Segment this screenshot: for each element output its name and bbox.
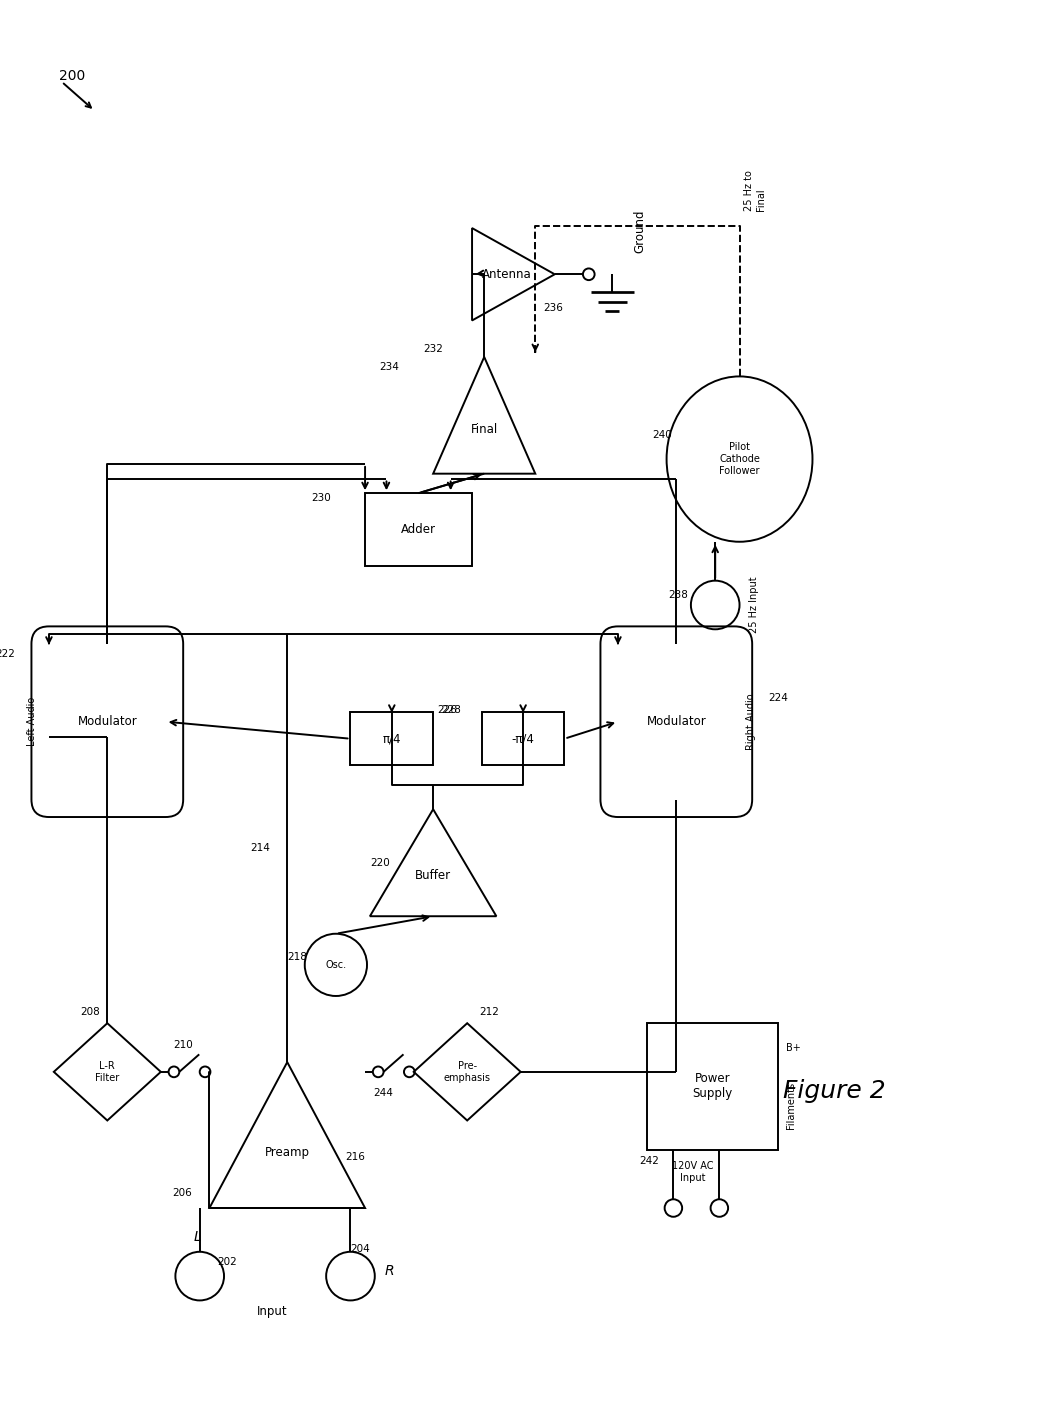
Text: 224: 224 [769, 694, 788, 704]
Text: 244: 244 [373, 1088, 393, 1098]
Text: 222: 222 [0, 648, 16, 658]
Text: 218: 218 [287, 953, 307, 963]
Text: 200: 200 [59, 68, 85, 82]
Text: 240: 240 [652, 429, 672, 439]
Text: Figure 2: Figure 2 [783, 1079, 886, 1103]
Text: Input: Input [257, 1305, 287, 1318]
Text: R: R [384, 1264, 394, 1278]
Text: Modulator: Modulator [78, 715, 137, 728]
Text: B+: B+ [787, 1042, 801, 1052]
Bar [351, 712, 433, 765]
Text: 25 Hz Input: 25 Hz Input [750, 577, 759, 633]
Text: Modulator: Modulator [647, 715, 707, 728]
Text: 232: 232 [423, 344, 443, 354]
Text: L-R
Filter: L-R Filter [95, 1061, 119, 1082]
Text: Adder: Adder [401, 523, 436, 536]
Text: Pre-
emphasis: Pre- emphasis [443, 1061, 491, 1082]
Text: Antenna: Antenna [482, 267, 532, 280]
Text: 204: 204 [351, 1244, 371, 1254]
Text: 25 Hz to
Final: 25 Hz to Final [744, 171, 766, 210]
Text: 214: 214 [251, 843, 271, 853]
Text: Osc.: Osc. [325, 960, 346, 970]
Text: Final: Final [471, 422, 498, 435]
Text: Ground: Ground [634, 209, 647, 253]
Text: Preamp: Preamp [264, 1146, 310, 1159]
Text: 238: 238 [669, 590, 689, 600]
Text: 202: 202 [217, 1257, 237, 1267]
Text: -π/4: -π/4 [512, 732, 535, 745]
Bar [482, 712, 564, 765]
Text: 220: 220 [370, 857, 390, 867]
Text: L: L [194, 1230, 201, 1244]
Text: 212: 212 [479, 1007, 499, 1017]
Text: Filaments: Filaments [787, 1082, 796, 1129]
Text: 120V AC
Input: 120V AC Input [672, 1162, 714, 1183]
Text: 206: 206 [173, 1189, 193, 1199]
Text: 226: 226 [437, 705, 457, 715]
Bar [648, 1024, 778, 1149]
Text: 242: 242 [639, 1156, 659, 1166]
Text: 216: 216 [345, 1152, 365, 1162]
Text: Right Audio: Right Audio [747, 694, 756, 749]
Text: 210: 210 [174, 1039, 193, 1049]
Text: Buffer: Buffer [415, 869, 451, 882]
Bar [365, 493, 472, 566]
Text: Left Audio: Left Audio [27, 697, 37, 747]
Text: π/4: π/4 [382, 732, 401, 745]
Text: Power
Supply: Power Supply [693, 1072, 733, 1101]
Text: 208: 208 [80, 1007, 100, 1017]
Text: 236: 236 [543, 303, 563, 313]
Text: 228: 228 [441, 705, 461, 715]
Text: 230: 230 [312, 493, 332, 503]
Text: 234: 234 [380, 361, 399, 371]
Text: Pilot
Cathode
Follower: Pilot Cathode Follower [719, 442, 760, 476]
